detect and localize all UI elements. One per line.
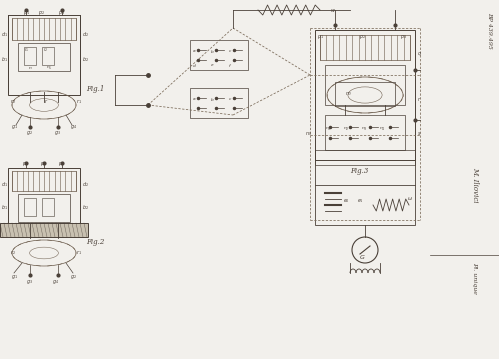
Text: $b_1$: $b_1$ [1,55,8,64]
Bar [8,15,80,95]
Text: $d_1$: $d_1$ [1,180,8,189]
Text: $g_4$: $g_4$ [70,123,77,131]
Bar [24,47,36,65]
Text: $w$: $w$ [330,7,336,14]
Text: $p_3$: $p_3$ [58,9,65,17]
Text: $r_1$: $r_1$ [76,248,82,257]
Text: $e$: $e$ [210,62,215,68]
Text: $n_3$: $n_3$ [361,126,368,134]
Text: $b$: $b$ [210,96,215,103]
Bar [315,185,415,225]
Text: $g_3$: $g_3$ [26,278,33,286]
Bar [315,30,415,160]
Text: $n_0$: $n_0$ [305,130,312,138]
Text: $r_2$: $r_2$ [10,248,16,257]
Bar [190,88,248,118]
Text: $p_2$: $p_2$ [359,33,366,41]
Text: $r$: $r$ [44,97,48,105]
Bar [0,223,88,237]
Text: Fig.1: Fig.1 [86,85,104,93]
Bar [42,47,54,65]
Text: $b_1$: $b_1$ [1,203,8,212]
Text: $n_1$: $n_1$ [46,65,52,73]
Text: $d_2$: $d_2$ [82,180,89,189]
Text: $p_2$: $p_2$ [40,160,47,168]
Bar [8,168,80,228]
Text: $d_1$: $d_1$ [1,30,8,39]
Text: BP 439.495: BP 439.495 [488,12,493,49]
Text: $d_2$: $d_2$ [82,30,89,39]
Bar [12,171,76,191]
Text: $p_1$: $p_1$ [22,160,29,168]
Text: Fig.3: Fig.3 [350,167,368,175]
Text: $r_2$: $r_2$ [10,97,16,106]
Text: $c$: $c$ [228,96,233,102]
Text: $d$: $d$ [192,62,197,69]
Text: $n_1$: $n_1$ [325,126,331,134]
Text: $\omega$: $\omega$ [407,195,413,202]
Text: $f$: $f$ [228,62,232,69]
Text: $r$: $r$ [417,95,421,103]
Text: $b_2$: $b_2$ [82,55,89,64]
Text: $c$: $c$ [228,48,233,54]
Bar [18,43,70,71]
Text: $G$: $G$ [359,253,365,261]
Text: $a$: $a$ [192,96,197,102]
Text: $b_2$: $b_2$ [82,203,89,212]
Bar [325,65,405,105]
Text: $n_4$: $n_4$ [379,126,386,134]
Text: Fig.2: Fig.2 [86,238,104,246]
Text: $p_1$: $p_1$ [23,9,30,17]
Text: $p_1$: $p_1$ [317,33,324,41]
Text: $s$: $s$ [417,130,422,137]
Bar [315,150,415,165]
Bar [325,115,405,150]
Text: $p_3$: $p_3$ [400,33,407,41]
Text: $p_2$: $p_2$ [38,9,45,17]
Text: $b$: $b$ [210,48,215,55]
Text: $r_1$: $r_1$ [76,97,82,106]
Text: $p_3$: $p_3$ [58,160,65,168]
Text: $e_0$: $e_0$ [343,197,350,205]
Bar [335,82,395,106]
Bar [42,198,54,216]
Text: $g_1$: $g_1$ [11,123,18,131]
Bar [190,40,248,70]
Bar [320,35,410,60]
Text: $l_1$: $l_1$ [24,46,29,53]
Text: $m$: $m$ [345,90,351,97]
Bar [24,198,36,216]
Text: $n_2$: $n_2$ [343,126,349,134]
Text: $a$: $a$ [192,48,197,54]
Bar [12,18,76,40]
Text: $g_2$: $g_2$ [70,273,77,281]
Text: Pl. unique: Pl. unique [473,262,478,294]
Text: $g_1$: $g_1$ [11,273,18,281]
Text: $l_2$: $l_2$ [43,46,48,53]
Text: $g_2$: $g_2$ [26,129,33,137]
Text: M. Iliovici: M. Iliovici [471,167,479,203]
Bar [18,194,70,222]
Text: $e_1$: $e_1$ [357,197,364,205]
Text: $n$: $n$ [28,65,32,71]
Text: $g_4$: $g_4$ [52,278,59,286]
Text: $q$: $q$ [417,50,422,58]
Text: $g_3$: $g_3$ [54,129,61,137]
